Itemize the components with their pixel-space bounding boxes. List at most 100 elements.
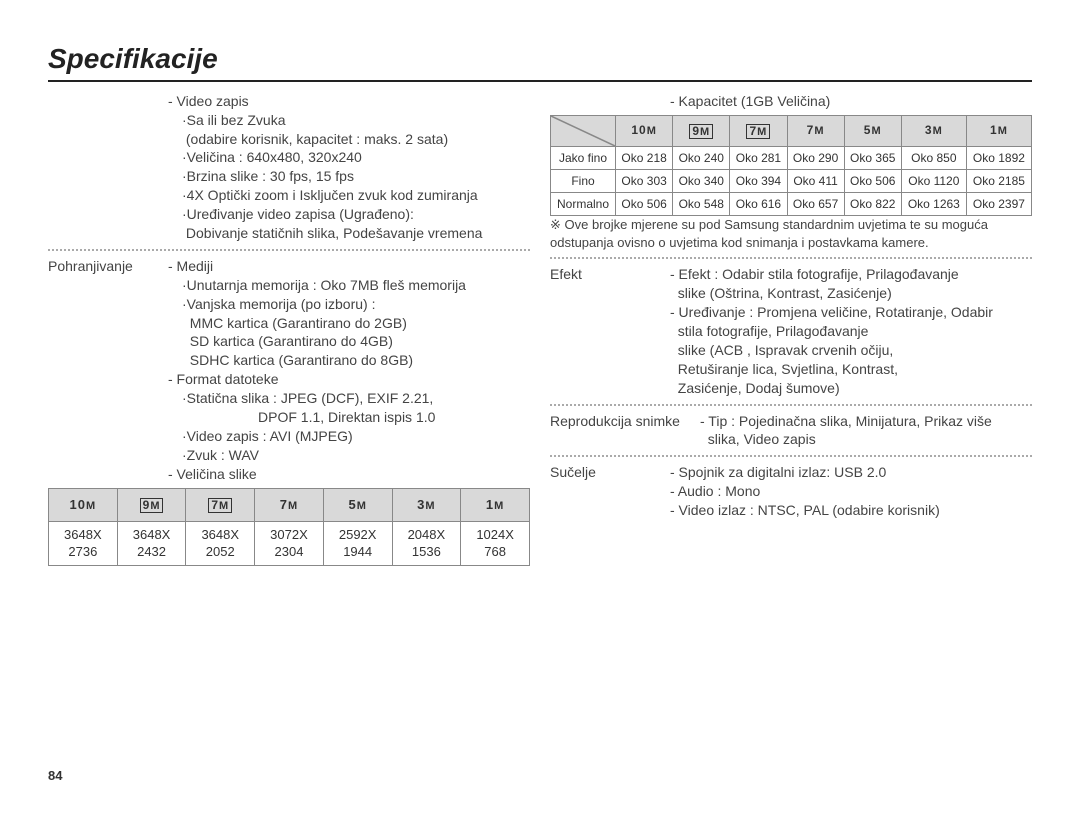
capacity-row: NormalnoOko 506Oko 548Oko 616Oko 657Oko … bbox=[551, 193, 1032, 216]
size-cell: 3648X2052 bbox=[186, 521, 255, 565]
size-cell: 2592X1944 bbox=[323, 521, 392, 565]
size-col-header: 1M bbox=[461, 488, 530, 521]
capacity-cell: Oko 2397 bbox=[966, 193, 1031, 216]
text-line: ·Unutarnja memorija : Oko 7MB fleš memor… bbox=[182, 276, 530, 295]
capacity-cell: Oko 548 bbox=[673, 193, 730, 216]
text-line: - Video izlaz : NTSC, PAL (odabire koris… bbox=[670, 501, 1032, 520]
text-line: SD kartica (Garantirano do 4GB) bbox=[182, 332, 530, 351]
text-line: - Uređivanje : Promjena veličine, Rotati… bbox=[670, 303, 1032, 322]
capacity-cell: Oko 2185 bbox=[966, 169, 1031, 192]
size-table: 10M9M7M7M5M3M1M 3648X27363648X24323648X2… bbox=[48, 488, 530, 566]
effect-label: Efekt bbox=[550, 265, 670, 397]
capacity-header: - Kapacitet (1GB Veličina) bbox=[670, 92, 1032, 111]
capacity-row-label: Fino bbox=[551, 169, 616, 192]
capacity-col-header: 7M bbox=[730, 115, 787, 146]
capacity-col-header: 1M bbox=[966, 115, 1031, 146]
capacity-cell: Oko 506 bbox=[844, 169, 901, 192]
text-line: ·Statična slika : JPEG (DCF), EXIF 2.21, bbox=[182, 389, 530, 408]
text-line: ·Vanjska memorija (po izboru) : bbox=[182, 295, 530, 314]
capacity-cell: Oko 850 bbox=[901, 146, 966, 169]
video-header: - Video zapis bbox=[168, 92, 530, 111]
format-indent: DPOF 1.1, Direktan ispis 1.0 bbox=[168, 408, 530, 427]
text-line: ·Zvuk : WAV bbox=[182, 446, 530, 465]
capacity-cell: Oko 303 bbox=[616, 169, 673, 192]
capacity-row-label: Jako fino bbox=[551, 146, 616, 169]
repro-label: Reprodukcija snimke bbox=[550, 412, 700, 450]
size-cell: 1024X768 bbox=[461, 521, 530, 565]
size-cell: 3648X2432 bbox=[117, 521, 186, 565]
capacity-row-label: Normalno bbox=[551, 193, 616, 216]
separator bbox=[550, 455, 1032, 457]
columns: - Video zapis ·Sa ili bez Zvuka (odabire… bbox=[48, 92, 1032, 566]
capacity-col-header: 7M bbox=[787, 115, 844, 146]
capacity-col-header: 9M bbox=[673, 115, 730, 146]
capacity-cell: Oko 1120 bbox=[901, 169, 966, 192]
text-line: - Efekt : Odabir stila fotografije, Pril… bbox=[670, 265, 1032, 284]
text-line: stila fotografije, Prilagođavanje bbox=[670, 322, 1032, 341]
text-line: ·Sa ili bez Zvuka bbox=[182, 111, 530, 130]
capacity-cell: Oko 657 bbox=[787, 193, 844, 216]
text-line: SDHC kartica (Garantirano do 8GB) bbox=[182, 351, 530, 370]
text-line: - Spojnik za digitalni izlaz: USB 2.0 bbox=[670, 463, 1032, 482]
capacity-cell: Oko 822 bbox=[844, 193, 901, 216]
repro-section: - Tip : Pojedinačna slika, Minijatura, P… bbox=[700, 412, 1032, 450]
size-header: - Veličina slike bbox=[168, 465, 530, 484]
interface-label: Sučelje bbox=[550, 463, 670, 520]
capacity-col-header: 5M bbox=[844, 115, 901, 146]
text-line: slika, Video zapis bbox=[700, 430, 1032, 449]
text-line: ·Video zapis : AVI (MJPEG) bbox=[182, 427, 530, 446]
size-col-header: 7M bbox=[186, 488, 255, 521]
size-col-header: 3M bbox=[392, 488, 461, 521]
text-line: slike (ACB , Ispravak crvenih očiju, bbox=[670, 341, 1032, 360]
capacity-cell: Oko 365 bbox=[844, 146, 901, 169]
text-line: MMC kartica (Garantirano do 2GB) bbox=[182, 314, 530, 333]
capacity-diag-header bbox=[551, 115, 616, 146]
video-section: - Video zapis ·Sa ili bez Zvuka (odabire… bbox=[168, 92, 530, 243]
text-line: Zasićenje, Dodaj šumove) bbox=[670, 379, 1032, 398]
capacity-cell: Oko 1263 bbox=[901, 193, 966, 216]
text-line: Retuširanje lica, Svjetlina, Kontrast, bbox=[670, 360, 1032, 379]
text-line: ·Brzina slike : 30 fps, 15 fps bbox=[182, 167, 530, 186]
text-line: ·Veličina : 640x480, 320x240 bbox=[182, 148, 530, 167]
capacity-cell: Oko 340 bbox=[673, 169, 730, 192]
text-line: - Tip : Pojedinačna slika, Minijatura, P… bbox=[700, 412, 1032, 431]
capacity-col-header: 10M bbox=[616, 115, 673, 146]
size-col-header: 5M bbox=[323, 488, 392, 521]
size-cell: 3072X2304 bbox=[255, 521, 324, 565]
capacity-cell: Oko 411 bbox=[787, 169, 844, 192]
text-line: - Audio : Mono bbox=[670, 482, 1032, 501]
text-line: ·Uređivanje video zapisa (Ugrađeno): bbox=[182, 205, 530, 224]
separator bbox=[550, 257, 1032, 259]
size-cell: 3648X2736 bbox=[49, 521, 118, 565]
text-line: Dobivanje statičnih slika, Podešavanje v… bbox=[182, 224, 530, 243]
capacity-cell: Oko 1892 bbox=[966, 146, 1031, 169]
capacity-cell: Oko 506 bbox=[616, 193, 673, 216]
capacity-table: 10M9M7M7M5M3M1M Jako finoOko 218Oko 240O… bbox=[550, 115, 1032, 217]
size-col-header: 10M bbox=[49, 488, 118, 521]
interface-section: - Spojnik za digitalni izlaz: USB 2.0- A… bbox=[670, 463, 1032, 520]
size-col-header: 9M bbox=[117, 488, 186, 521]
capacity-row: Jako finoOko 218Oko 240Oko 281Oko 290Oko… bbox=[551, 146, 1032, 169]
media-header: - Mediji bbox=[168, 257, 530, 276]
size-col-header: 7M bbox=[255, 488, 324, 521]
separator bbox=[48, 249, 530, 251]
effect-section: - Efekt : Odabir stila fotografije, Pril… bbox=[670, 265, 1032, 397]
capacity-cell: Oko 394 bbox=[730, 169, 787, 192]
format-header: - Format datoteke bbox=[168, 370, 530, 389]
storage-label: Pohranjivanje bbox=[48, 257, 168, 484]
capacity-cell: Oko 281 bbox=[730, 146, 787, 169]
page-number: 84 bbox=[48, 767, 62, 785]
right-column: - Kapacitet (1GB Veličina) 10M9M7M7M5M3M… bbox=[550, 92, 1032, 566]
capacity-cell: Oko 240 bbox=[673, 146, 730, 169]
text-line: (odabire korisnik, kapacitet : maks. 2 s… bbox=[182, 130, 530, 149]
spec-page: Specifikacije - Video zapis ·Sa ili bez … bbox=[0, 0, 1080, 586]
capacity-cell: Oko 290 bbox=[787, 146, 844, 169]
text-line: ·4X Optički zoom i Isključen zvuk kod zu… bbox=[182, 186, 530, 205]
capacity-row: FinoOko 303Oko 340Oko 394Oko 411Oko 506O… bbox=[551, 169, 1032, 192]
capacity-note: ※ Ove brojke mjerene su pod Samsung stan… bbox=[550, 216, 1032, 251]
media-section: - Mediji ·Unutarnja memorija : Oko 7MB f… bbox=[168, 257, 530, 484]
separator bbox=[550, 404, 1032, 406]
left-column: - Video zapis ·Sa ili bez Zvuka (odabire… bbox=[48, 92, 530, 566]
text-line: slike (Oštrina, Kontrast, Zasićenje) bbox=[670, 284, 1032, 303]
capacity-cell: Oko 218 bbox=[616, 146, 673, 169]
